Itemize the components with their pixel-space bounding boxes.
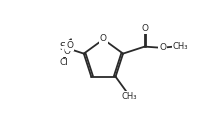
Text: O: O	[66, 41, 73, 50]
Text: CH₃: CH₃	[173, 42, 188, 51]
Text: O: O	[100, 34, 107, 43]
Text: Cl: Cl	[60, 58, 69, 67]
Text: O: O	[63, 47, 70, 56]
Text: CH₃: CH₃	[121, 92, 137, 101]
Text: O: O	[141, 24, 148, 33]
Text: O: O	[159, 43, 166, 52]
Text: S: S	[59, 42, 66, 52]
